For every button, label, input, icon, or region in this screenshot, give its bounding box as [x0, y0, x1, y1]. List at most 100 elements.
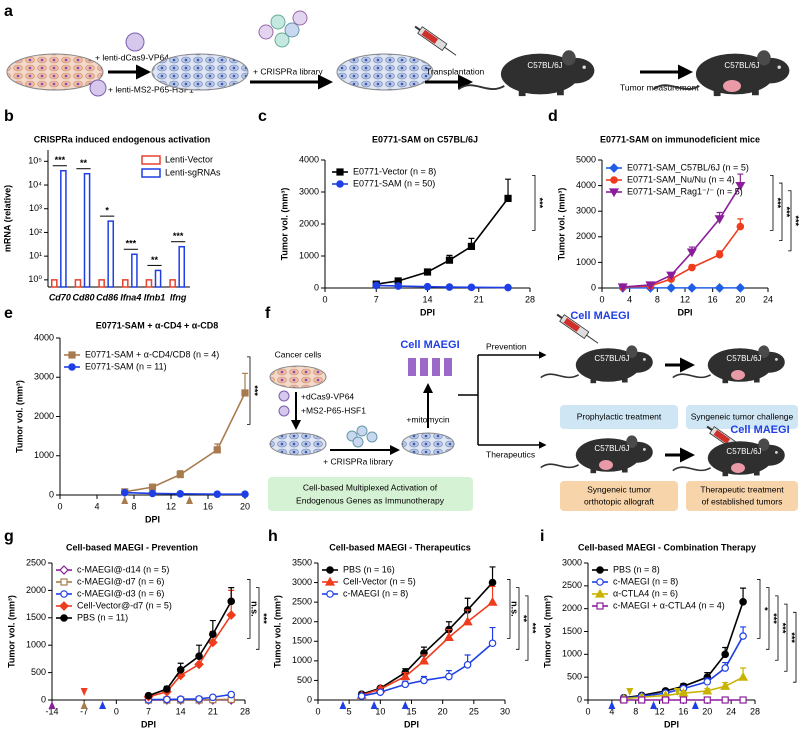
data-point — [445, 672, 453, 681]
panel-label: i — [540, 528, 544, 545]
injection-label: Cell MAEGI — [730, 424, 789, 436]
panel-label: a — [4, 3, 13, 20]
x-tick-label: 5 — [347, 706, 352, 716]
data-point — [688, 263, 696, 272]
data-point — [739, 598, 747, 606]
significance-bracket — [793, 611, 797, 683]
y-tick-label: 0 — [314, 282, 319, 292]
data-point — [620, 696, 628, 704]
data-point — [423, 282, 432, 291]
y-tick-label: 10⁵ — [28, 156, 42, 166]
legend-marker — [596, 566, 604, 574]
y-tick-label: 0 — [577, 694, 582, 704]
dish — [269, 432, 327, 456]
legend-marker — [60, 578, 68, 586]
y-axis-label: Tumor vol. (mm³) — [542, 595, 552, 668]
legend-marker — [594, 588, 606, 598]
significance: *** — [787, 632, 797, 643]
treatment-arrow — [48, 701, 56, 709]
series-line — [376, 197, 509, 285]
bar — [74, 279, 82, 288]
y-tick-label: 1500 — [26, 612, 46, 622]
data-point — [714, 215, 725, 225]
mouse-label: C57BL/6J — [726, 354, 761, 363]
x-tick-label: Cd80 — [72, 292, 94, 302]
x-tick-label: 4 — [627, 294, 632, 304]
treatment-arrow — [186, 496, 193, 504]
treatment-arrow — [370, 701, 378, 709]
legend-marker — [596, 578, 604, 586]
x-tick-label: 8 — [655, 294, 660, 304]
branch-label: Therapeutics — [486, 449, 535, 459]
bar — [50, 279, 58, 288]
significance: *** — [773, 198, 783, 209]
chart-title: CRISPRa induced endogenous activation — [34, 134, 211, 144]
x-tick-label: 20 — [735, 294, 745, 304]
legend-label: c-MAEGI (n = 8) — [613, 576, 678, 586]
y-tick-label: 2500 — [292, 597, 312, 607]
x-tick-label: 4 — [94, 501, 99, 511]
x-axis-label: DPI — [404, 719, 419, 729]
x-tick-label: 16 — [678, 706, 688, 716]
significance-bracket — [532, 174, 536, 231]
data-point — [420, 676, 428, 685]
y-axis-label: mRNA (relative) — [2, 185, 12, 252]
tumor — [599, 460, 613, 470]
x-axis-label: DPI — [677, 307, 692, 317]
step-box — [686, 481, 798, 511]
chart-title: E0771-SAM + α-CD4 + α-CD8 — [96, 320, 219, 330]
series-line — [124, 392, 246, 493]
data-point — [738, 671, 749, 681]
significance: *** — [535, 198, 545, 209]
legend-label: Lenti-sgRNAs — [165, 167, 221, 177]
chart-title: E0771-SAM on C57BL/6J — [372, 134, 478, 144]
bar — [60, 169, 67, 288]
chart-title: E0771-SAM on immunodeficient mice — [600, 134, 760, 144]
acronym-box — [268, 477, 473, 511]
significance: ** — [151, 255, 159, 265]
x-tick-label: 12 — [166, 501, 176, 511]
panel-label: c — [258, 108, 267, 125]
data-point — [739, 632, 747, 640]
y-tick-label: 1000 — [562, 649, 582, 659]
bar — [83, 172, 91, 288]
significance-bracket — [766, 587, 770, 650]
y-tick-label: 2500 — [562, 580, 582, 590]
series-line — [361, 582, 494, 695]
dish — [336, 53, 434, 91]
chart-title: Cell-based MAEGI - Prevention — [66, 542, 198, 552]
panel-label: h — [268, 528, 278, 545]
y-tick-label: 10² — [29, 227, 42, 237]
data-point — [144, 691, 153, 700]
y-tick-label: 1500 — [292, 636, 312, 646]
data-point — [504, 194, 512, 202]
legend-label: Cell-Vector (n = 5) — [343, 576, 416, 586]
data-point — [687, 283, 697, 293]
x-tick-label: 24 — [763, 294, 773, 304]
legend-label: c-MAEGI@-d7 (n = 6) — [77, 576, 164, 586]
mouse-label: C57BL/6J — [527, 61, 562, 70]
mouse-label: C57BL/6J — [594, 354, 629, 363]
chart-title: Cell-based MAEGI - Combination Therapy — [578, 542, 756, 552]
mouse — [672, 437, 786, 477]
data-point — [703, 696, 711, 704]
legend-label: PBS (n = 8) — [613, 564, 660, 574]
significance-bracket — [788, 190, 792, 252]
virus — [125, 32, 145, 52]
vials — [408, 358, 452, 376]
legend-label: Cell-Vector@-d7 (n = 5) — [77, 600, 172, 610]
y-axis-label: Tumor vol. (mm³) — [279, 188, 289, 261]
mouse-label: C57BL/6J — [594, 444, 629, 453]
data-point — [372, 281, 381, 290]
dish — [401, 432, 455, 456]
x-tick-label: 0 — [599, 294, 604, 304]
data-point — [176, 490, 185, 498]
x-tick-label: 8 — [131, 501, 136, 511]
virus — [278, 405, 290, 417]
legend-label: α-CTLA4 (n = 6) — [613, 588, 678, 598]
data-point — [678, 687, 689, 697]
x-tick-label: 16 — [203, 501, 213, 511]
x-tick-label: Ifna4 — [120, 292, 141, 302]
y-axis-label: Tumor vol. (mm³) — [272, 595, 282, 668]
data-point — [418, 655, 430, 665]
